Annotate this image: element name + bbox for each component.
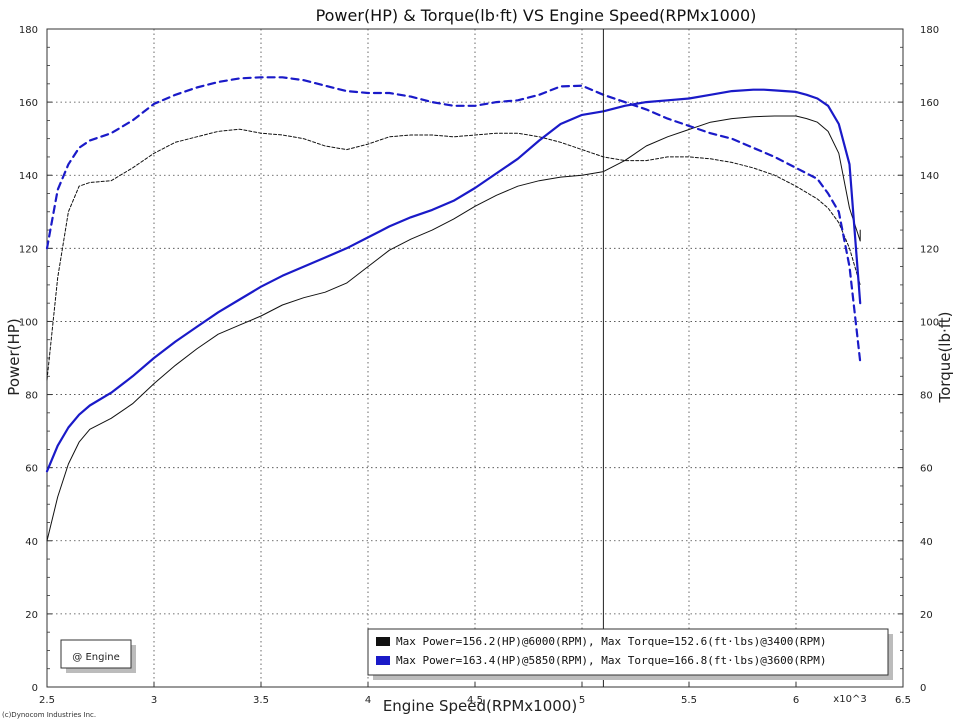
y-tick-label-right: 120 — [920, 244, 939, 255]
series-layer — [45, 76, 862, 542]
y-tick-label-right: 100 — [920, 317, 939, 328]
legend-frame — [367, 628, 889, 676]
blue-torque-line — [45, 76, 862, 363]
y-tick-label-left: 160 — [19, 98, 38, 109]
chart-title: Power(HP) & Torque(lb·ft) VS Engine Spee… — [316, 6, 757, 25]
y-tick-label-left: 60 — [25, 464, 38, 475]
y-tick-label-left: 120 — [19, 244, 38, 255]
y-tick-label-left: 100 — [19, 317, 38, 328]
legend-entry-black: Max Power=156.2(HP)@6000(RPM), Max Torqu… — [396, 635, 826, 648]
ticks-layer: 2.5 3 3.5 4 4.5 5 5.5 6 6.5 0 0 20 20 40 40 60 60 80 80 100… — [19, 25, 939, 706]
grid-layer — [47, 29, 903, 687]
x-tick-label: 5.5 — [681, 695, 697, 706]
x-tick-label: 4 — [365, 695, 371, 706]
x-tick-label: 4.5 — [467, 695, 483, 706]
y-tick-label-right: 60 — [920, 464, 933, 475]
legend-entry-blue: Max Power=163.4(HP)@5850(RPM), Max Torqu… — [396, 654, 826, 667]
black-power-line — [46, 115, 861, 542]
x-axis-title: Engine Speed(RPMx1000) — [383, 697, 577, 715]
black-torque-line — [46, 128, 861, 381]
legend: Max Power=156.2(HP)@6000(RPM), Max Torqu… — [367, 628, 893, 680]
y-tick-label-right: 160 — [920, 98, 939, 109]
y-tick-label-left: 180 — [19, 25, 38, 36]
y-tick-label-left: 40 — [25, 537, 38, 548]
y-tick-label-left: 80 — [25, 391, 38, 402]
y-axis-title-left: Power(HP) — [5, 318, 23, 395]
annotation-box: @ Engine — [60, 639, 136, 673]
blue-power-line — [45, 88, 862, 473]
y-tick-label-right: 0 — [920, 683, 926, 694]
x-tick-label: 2.5 — [39, 695, 55, 706]
y-tick-label-right: 80 — [920, 391, 933, 402]
x-tick-label: 6 — [793, 695, 799, 706]
y-tick-label-left: 20 — [25, 610, 38, 621]
y-tick-label-left: 0 — [32, 683, 38, 694]
y-axis-title-right: Torque(lb·ft) — [936, 311, 954, 403]
y-tick-label-right: 140 — [920, 171, 939, 182]
x-tick-label: 5 — [579, 695, 585, 706]
x-tick-label: 3 — [151, 695, 157, 706]
annotation-box-label: @ Engine — [72, 652, 119, 663]
x-axis-multiplier: x10^3 — [833, 694, 866, 705]
y-tick-label-right: 40 — [920, 537, 933, 548]
annotation-box-frame — [60, 639, 132, 669]
x-tick-label: 6.5 — [895, 695, 911, 706]
y-tick-label-right: 180 — [920, 25, 939, 36]
credit-text: (c)Dynocom Industries Inc. — [2, 711, 96, 719]
legend-swatch-black — [376, 637, 390, 646]
legend-swatch-blue — [376, 656, 390, 665]
x-tick-label: 3.5 — [253, 695, 269, 706]
y-tick-label-left: 140 — [19, 171, 38, 182]
y-tick-label-right: 20 — [920, 610, 933, 621]
